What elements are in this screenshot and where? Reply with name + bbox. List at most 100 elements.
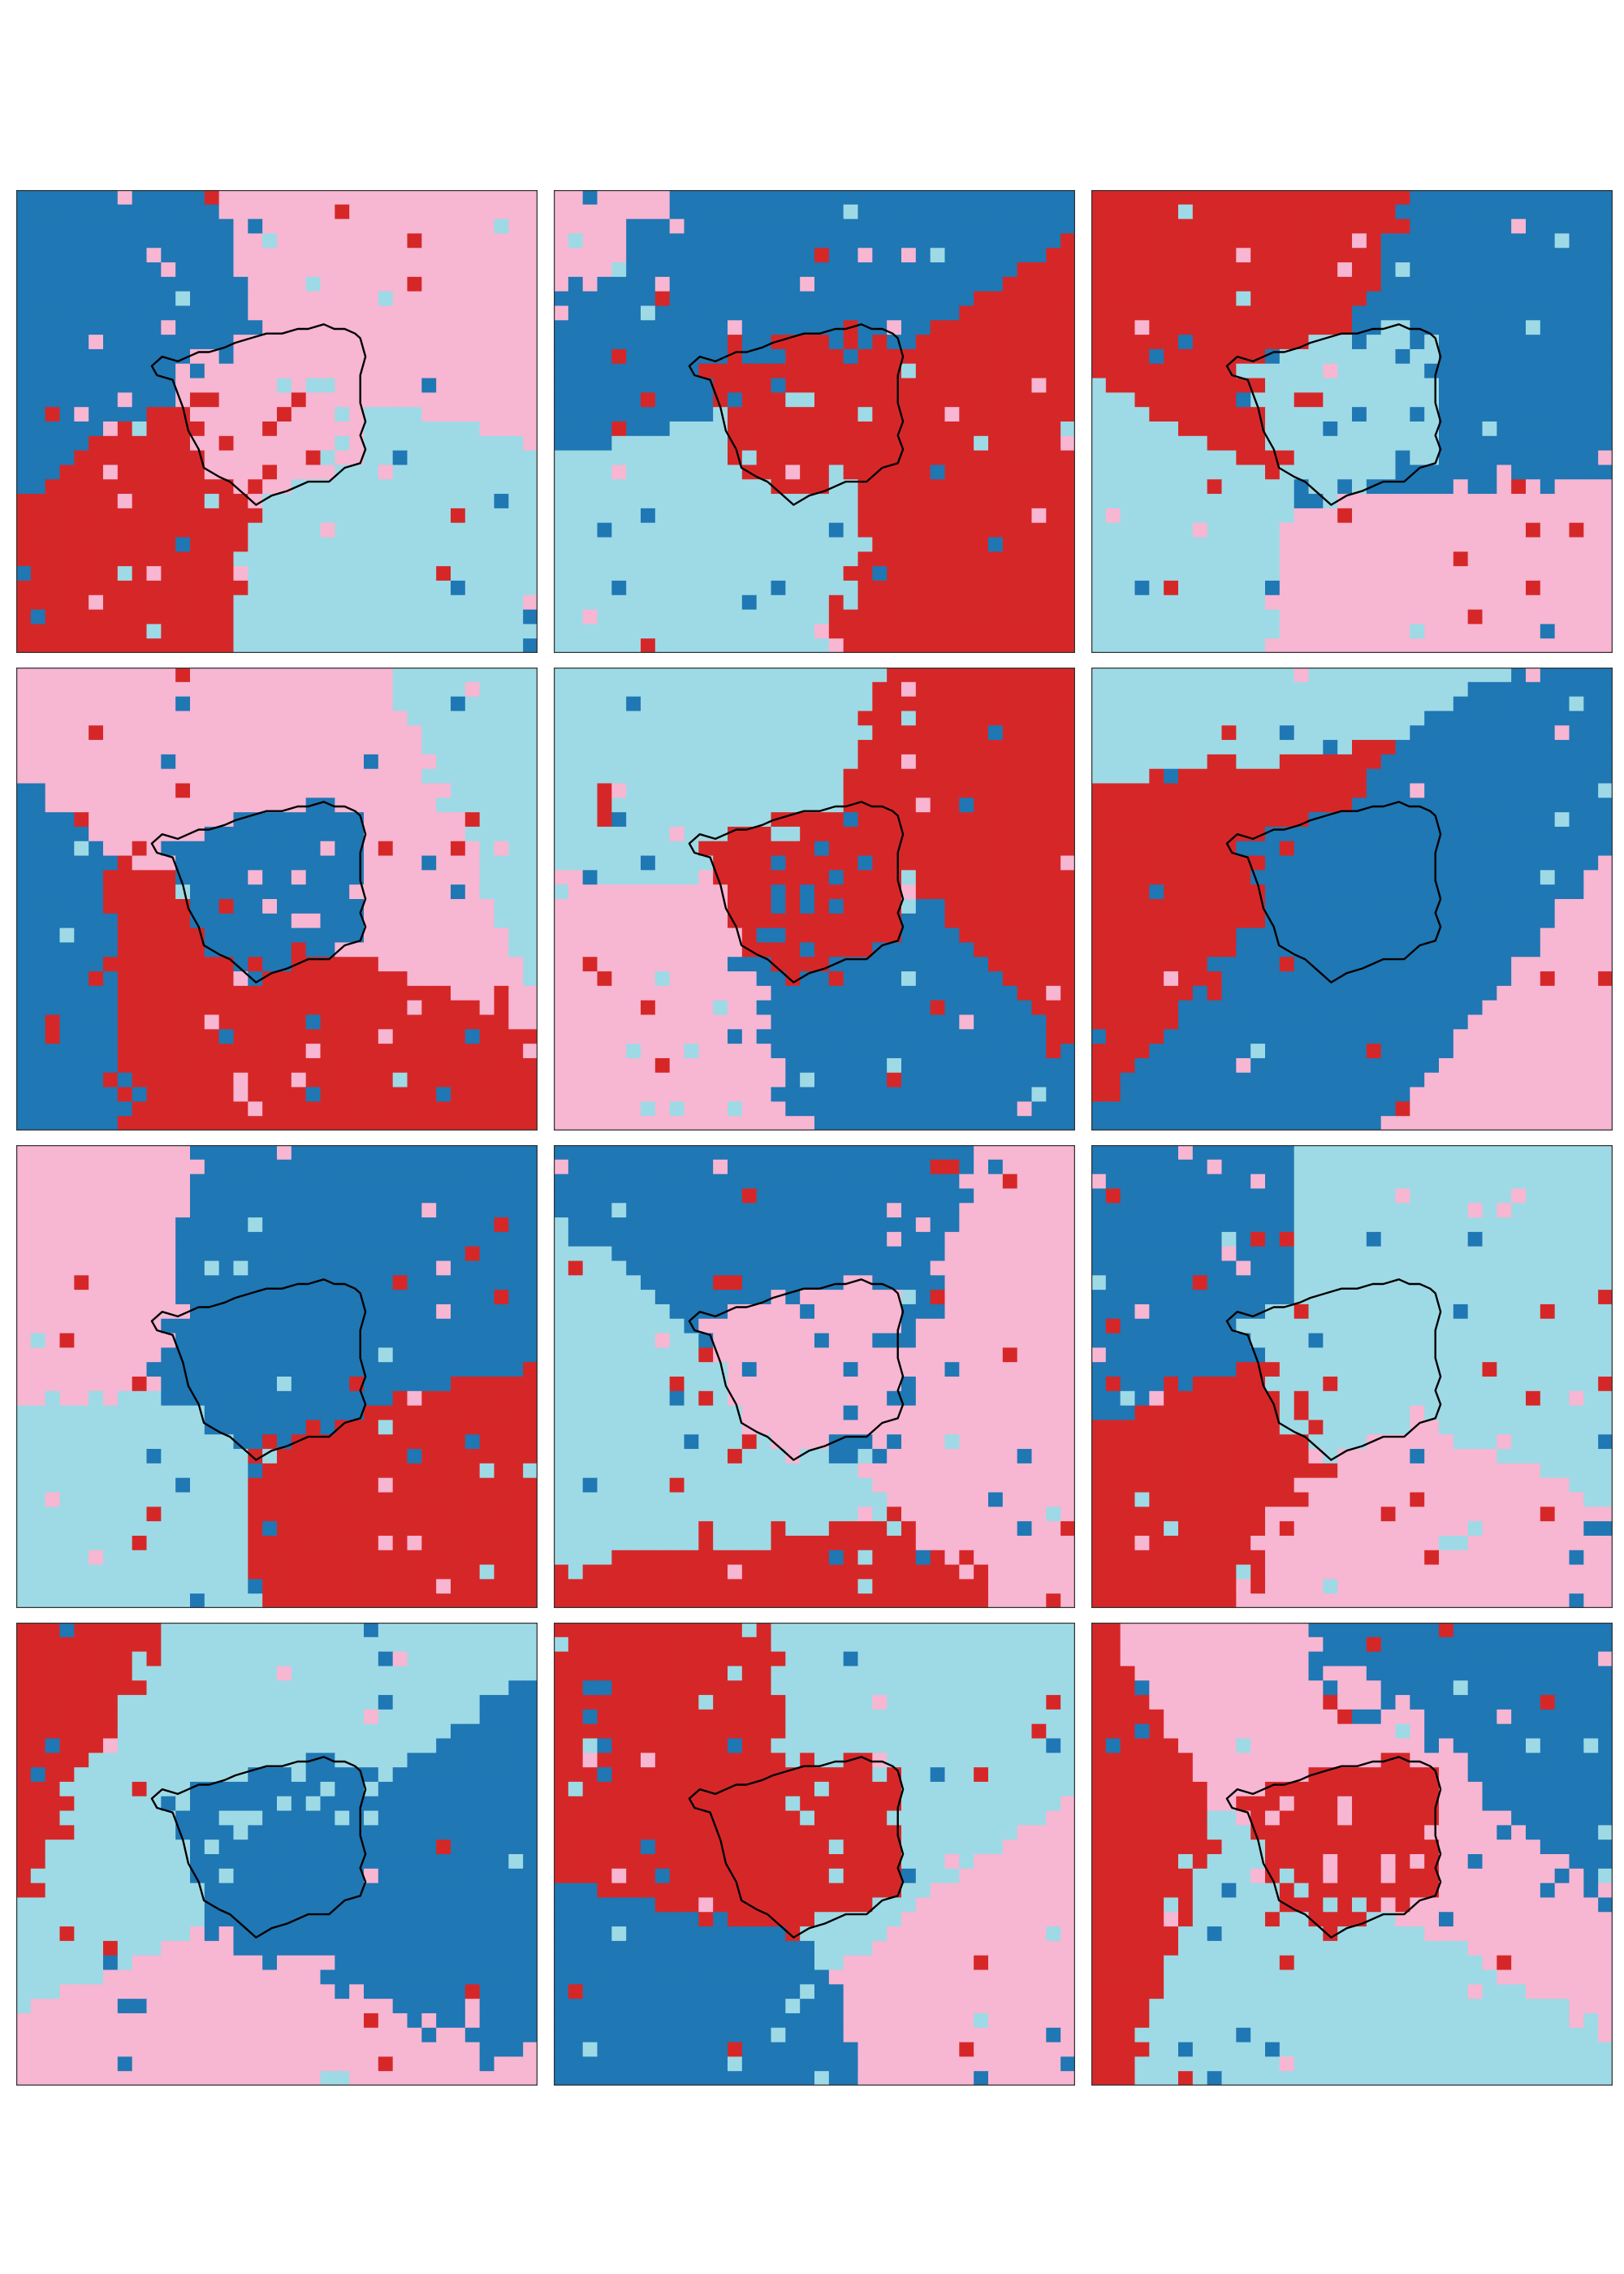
cluster-cell bbox=[959, 798, 974, 813]
cluster-cell bbox=[1497, 392, 1512, 408]
cluster-cell bbox=[262, 754, 278, 770]
cluster-cell bbox=[89, 711, 104, 726]
cluster-cell bbox=[291, 1087, 307, 1102]
cluster-cell bbox=[944, 378, 960, 393]
cluster-cell bbox=[1439, 537, 1454, 552]
cluster-cell bbox=[901, 407, 917, 422]
cluster-cell bbox=[233, 1072, 248, 1088]
cluster-cell bbox=[611, 190, 627, 205]
cluster-cell bbox=[554, 580, 569, 596]
cluster-cell bbox=[117, 435, 133, 452]
cluster-cell bbox=[16, 262, 32, 278]
cluster-cell bbox=[464, 1057, 481, 1074]
cluster-cell bbox=[611, 233, 627, 249]
cluster-cell bbox=[1164, 465, 1179, 480]
cluster-cell bbox=[407, 609, 422, 625]
cluster-cell bbox=[756, 551, 772, 567]
cluster-cell bbox=[1598, 624, 1613, 639]
cluster-cell bbox=[59, 335, 75, 350]
cluster-cell bbox=[523, 1000, 538, 1016]
cluster-cell bbox=[233, 740, 248, 755]
cluster-cell bbox=[1497, 566, 1512, 581]
cluster-cell bbox=[814, 190, 830, 205]
cluster-cell bbox=[291, 378, 307, 393]
cluster-cell bbox=[901, 566, 917, 581]
cluster-cell bbox=[479, 204, 495, 220]
cluster-cell bbox=[1424, 624, 1440, 639]
cluster-cell bbox=[1164, 638, 1179, 653]
category-raster bbox=[1091, 190, 1613, 653]
cluster-cell bbox=[204, 798, 220, 813]
cluster-cell bbox=[901, 754, 917, 770]
cluster-cell bbox=[828, 624, 844, 639]
cluster-cell bbox=[1192, 494, 1208, 509]
cluster-cell bbox=[451, 855, 466, 871]
cluster-cell bbox=[248, 580, 263, 596]
cluster-cell bbox=[233, 681, 248, 698]
cluster-cell bbox=[45, 233, 61, 249]
cluster-cell bbox=[464, 378, 481, 393]
cluster-cell bbox=[349, 204, 365, 220]
cluster-cell bbox=[1453, 233, 1469, 249]
cluster-cell bbox=[479, 855, 495, 871]
cluster-cell bbox=[30, 508, 46, 524]
cluster-cell bbox=[597, 204, 612, 220]
cluster-cell bbox=[1308, 204, 1324, 220]
cluster-cell bbox=[392, 233, 408, 249]
cluster-cell bbox=[89, 1116, 104, 1131]
cluster-cell bbox=[175, 927, 191, 944]
cluster-cell bbox=[45, 985, 61, 1001]
cluster-cell bbox=[1192, 233, 1208, 249]
cluster-cell bbox=[800, 291, 815, 307]
cluster-cell bbox=[1207, 624, 1223, 639]
cluster-cell bbox=[741, 276, 758, 292]
cluster-cell bbox=[1105, 566, 1121, 581]
cluster-cell bbox=[713, 696, 728, 712]
cluster-cell bbox=[335, 233, 350, 249]
cluster-cell bbox=[568, 291, 584, 307]
cluster-cell bbox=[233, 913, 248, 929]
cluster-cell bbox=[364, 537, 379, 552]
cluster-cell bbox=[974, 348, 989, 365]
cluster-cell bbox=[421, 870, 437, 885]
cluster-cell bbox=[103, 522, 119, 538]
cluster-cell bbox=[89, 248, 104, 263]
cluster-cell bbox=[117, 985, 133, 1001]
cluster-cell bbox=[684, 276, 699, 292]
cluster-cell bbox=[103, 450, 119, 466]
cluster-cell bbox=[291, 1000, 307, 1016]
cluster-cell bbox=[1178, 320, 1194, 335]
cluster-cell bbox=[305, 508, 322, 524]
cluster-cell bbox=[1424, 190, 1440, 205]
cluster-cell bbox=[392, 899, 408, 914]
cluster-cell bbox=[59, 566, 75, 581]
cluster-cell bbox=[349, 348, 365, 365]
cluster-cell bbox=[988, 363, 1004, 379]
cluster-cell bbox=[16, 870, 32, 885]
cluster-cell bbox=[1091, 204, 1107, 220]
cluster-cell bbox=[974, 204, 989, 220]
cluster-cell bbox=[1554, 594, 1570, 611]
cluster-cell bbox=[1366, 638, 1382, 653]
cluster-cell bbox=[1569, 522, 1584, 538]
cluster-cell bbox=[1467, 465, 1484, 480]
cluster-cell bbox=[291, 884, 307, 900]
cluster-cell bbox=[1366, 233, 1382, 249]
cluster-cell bbox=[523, 190, 538, 205]
cluster-cell bbox=[59, 870, 75, 885]
cluster-cell bbox=[494, 594, 509, 611]
cluster-cell bbox=[814, 494, 830, 509]
cluster-cell bbox=[277, 435, 292, 452]
cluster-cell bbox=[930, 740, 946, 755]
cluster-cell bbox=[684, 204, 699, 220]
cluster-cell bbox=[464, 348, 481, 365]
cluster-cell bbox=[1540, 276, 1556, 292]
cluster-cell bbox=[988, 335, 1004, 350]
cluster-cell bbox=[30, 551, 46, 567]
cluster-cell bbox=[1598, 305, 1613, 321]
cluster-cell bbox=[233, 668, 248, 683]
cluster-cell bbox=[1164, 248, 1179, 263]
cluster-cell bbox=[233, 884, 248, 900]
cluster-cell bbox=[872, 566, 888, 581]
cluster-cell bbox=[1091, 248, 1107, 263]
